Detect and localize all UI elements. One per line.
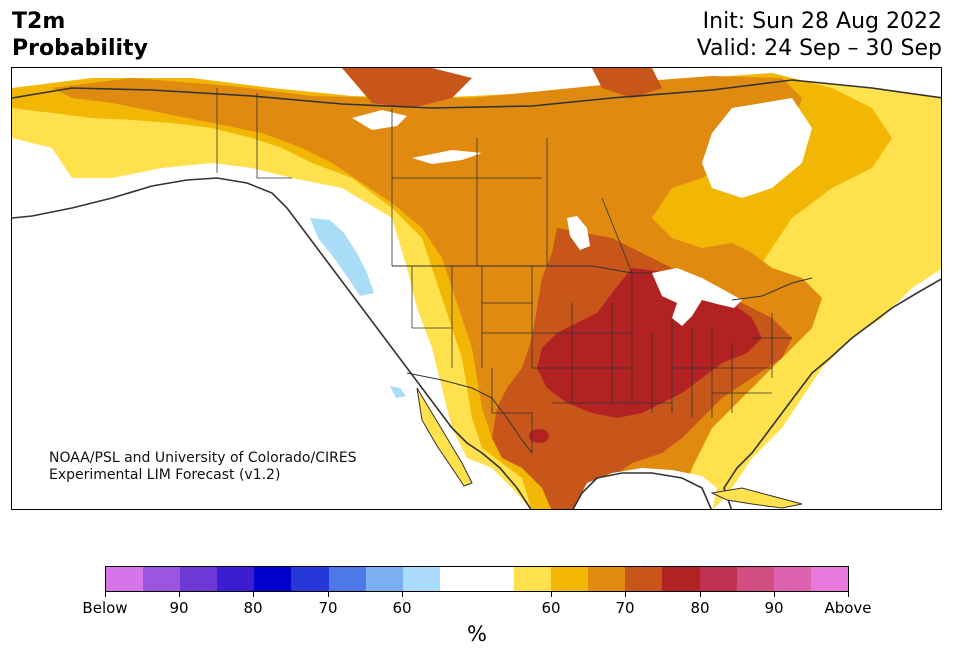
colorbar-segment [810,567,848,591]
forecast-credit: NOAA/PSL and University of Colorado/CIRE… [49,450,357,484]
colorbar-segment [106,567,144,591]
tick-label-above: Above [824,599,872,617]
baja-california [416,387,473,487]
probability-map: NOAA/PSL and University of Colorado/CIRE… [11,67,942,510]
map-canvas [12,68,941,509]
layer-below-60-bc [310,218,374,296]
colorbar-tick [253,592,254,597]
tick-label-below-70: 70 [318,599,338,617]
init-date: Init: Sun 28 Aug 2022 [702,9,942,34]
colorbar-segment [217,567,255,591]
colorbar-segment [625,567,663,591]
valid-range: Valid: 24 Sep – 30 Sep [696,36,942,61]
tick-label-below: Below [82,599,128,617]
colorbar-segment [662,567,700,591]
layer-above-80-texas [529,429,549,443]
colorbar-segment [773,567,811,591]
great-slave-lake [412,150,482,164]
tick-label-above-60: 60 [541,599,561,617]
colorbar-segment [180,567,218,591]
colorbar-segment [551,567,589,591]
canada-province-lines [216,88,633,274]
colorbar-tick [625,592,626,597]
coastline [12,79,941,509]
lake-winnipeg [567,216,590,250]
tick-label-below-80: 80 [243,599,263,617]
layer-above-75 [342,68,662,108]
title-variable: T2m [12,9,66,34]
colorbar-unit: % [467,622,487,646]
colorbar-tick [551,592,552,597]
credit-line-1: NOAA/PSL and University of Colorado/CIRE… [49,450,357,466]
colorbar-tick [105,592,106,597]
colorbar-tick [700,592,701,597]
tick-label-above-70: 70 [615,599,635,617]
colorbar-tick [774,592,775,597]
title-probability: Probability [12,36,148,61]
map-title: T2m Probability [12,8,148,62]
layer-below-60-socal [390,386,406,398]
tick-label-below-90: 90 [169,599,189,617]
colorbar-tick [848,592,849,597]
cuba [710,487,803,509]
colorbar-segment [254,567,292,591]
colorbar-segment [365,567,403,591]
colorbar-segment [699,567,737,591]
hudson-bay [702,98,812,198]
great-bear-lake [352,110,407,130]
great-lakes [652,268,742,326]
tick-label-above-80: 80 [690,599,710,617]
layer-above-80 [537,268,762,418]
colorbar-segment [328,567,366,591]
colorbar-segment [439,567,477,591]
colorbar-tick [179,592,180,597]
credit-line-2: Experimental LIM Forecast (v1.2) [49,467,281,483]
colorbar-tick [402,592,403,597]
colorbar-segment [588,567,626,591]
probability-colorbar [105,566,849,592]
colorbar-tick [328,592,329,597]
colorbar-segment [402,567,440,591]
colorbar-segment [736,567,774,591]
tick-label-above-90: 90 [764,599,784,617]
forecast-dates: Init: Sun 28 Aug 2022 Valid: 24 Sep – 30… [697,8,942,62]
colorbar-segment [143,567,181,591]
tick-label-below-60: 60 [392,599,412,617]
colorbar-segment [514,567,552,591]
colorbar-segment [291,567,329,591]
us-state-lines [411,266,792,453]
colorbar-segment [476,567,515,591]
